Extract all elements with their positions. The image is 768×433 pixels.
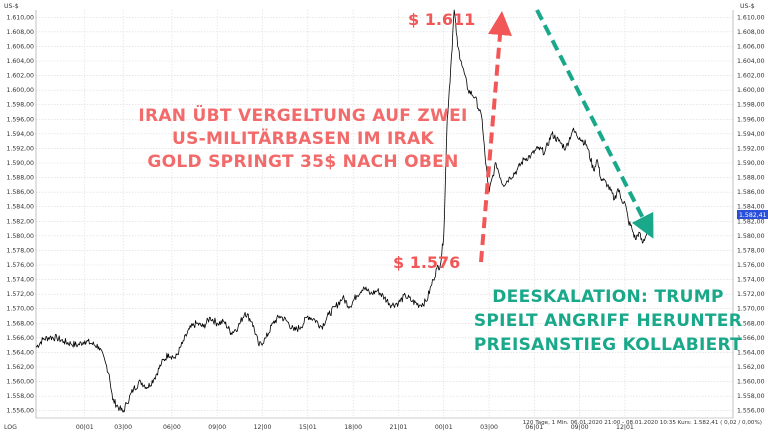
y-tick-label-right: 1.590,00 <box>737 160 765 167</box>
y-tick-label-right: 1.592,00 <box>737 145 765 152</box>
y-tick-label-right: 1.596,00 <box>737 116 765 123</box>
y-axis-left: 1.556,00 1.558,00 1.560,00 1.562,00 1.564,00… <box>6 14 34 414</box>
y-tick-label-left: 1.582,00 <box>6 218 34 225</box>
y-tick-label-right: 1.562,00 <box>737 364 765 371</box>
y-tick-label-left: 1.566,00 <box>6 335 34 342</box>
x-tick-label: 00|01 <box>76 424 94 431</box>
annotation-red-line-3: GOLD SPRINGT 35$ NACH OBEN <box>147 152 458 172</box>
y-tick-label-left: 1.610,00 <box>6 14 34 21</box>
current-price-tag: 1.582,41 <box>737 210 768 219</box>
x-tick-label: 06|00 <box>163 424 181 431</box>
y-tick-label-right: 1.570,00 <box>737 306 765 313</box>
x-tick-label: 18|00 <box>344 424 362 431</box>
y-tick-label-left: 1.602,00 <box>6 73 34 80</box>
y-tick-label-left: 1.598,00 <box>6 102 34 109</box>
x-tick-label: 12|00 <box>254 424 272 431</box>
axis-unit-left: US-$ <box>4 3 19 10</box>
current-price-tag-box <box>737 210 768 219</box>
y-tick-label-right: 1.584,00 <box>737 204 765 211</box>
y-tick-label-right: 1.576,00 <box>737 262 765 269</box>
y-tick-label-left: 1.570,00 <box>6 306 34 313</box>
y-tick-label-left: 1.592,00 <box>6 145 34 152</box>
y-tick-label-left: 1.558,00 <box>6 393 34 400</box>
x-axis: 00|01 03|00 06|00 09|00 12|00 15|01 18|00 21|01… <box>76 424 634 431</box>
y-tick-label-right: 1.566,00 <box>737 335 765 342</box>
y-tick-label-left: 1.600,00 <box>6 87 34 94</box>
y-tick-label-left: 1.588,00 <box>6 175 34 182</box>
y-tick-label-right: 1.564,00 <box>737 349 765 356</box>
annotation-green-line-1: DEESKALATION: TRUMP <box>492 287 723 307</box>
y-tick-label-right: 1.608,00 <box>737 29 765 36</box>
y-tick-label-left: 1.564,00 <box>6 349 34 356</box>
high-price-label: $ 1.611 <box>408 10 475 29</box>
y-tick-label-left: 1.578,00 <box>6 247 34 254</box>
y-tick-label-left: 1.574,00 <box>6 277 34 284</box>
y-tick-label-right: 1.574,00 <box>737 277 765 284</box>
current-price-tag-text: 1.582,41 <box>739 212 767 219</box>
x-tick-label: 09|00 <box>208 424 226 431</box>
y-tick-label-right: 1.582,00 <box>737 218 765 225</box>
y-tick-label-left: 1.606,00 <box>6 43 34 50</box>
vertical-gridlines <box>84 10 626 418</box>
x-tick-label: 03|00 <box>480 424 498 431</box>
annotation-green-line-2: SPIELT ANGRIFF HERUNTER <box>474 311 742 331</box>
y-tick-label-right: 1.560,00 <box>737 379 765 386</box>
annotation-red-line-1: IRAN ÜBT VERGELTUNG AUF ZWEI <box>138 104 467 126</box>
y-tick-label-left: 1.608,00 <box>6 29 34 36</box>
y-tick-label-left: 1.586,00 <box>6 189 34 196</box>
y-tick-label-right: 1.588,00 <box>737 175 765 182</box>
y-tick-label-left: 1.590,00 <box>6 160 34 167</box>
y-tick-label-left: 1.572,00 <box>6 291 34 298</box>
horizontal-gridlines <box>36 16 733 412</box>
rise-arrow <box>479 11 512 263</box>
x-tick-label: 09|00 <box>571 424 589 431</box>
y-tick-label-left: 1.568,00 <box>6 320 34 327</box>
y-tick-label-left: 1.604,00 <box>6 58 34 65</box>
price-series-line <box>35 9 650 413</box>
axis-unit-right: US-$ <box>740 3 755 10</box>
y-tick-label-left: 1.580,00 <box>6 233 34 240</box>
x-tick-label: 12|01 <box>616 424 634 431</box>
y-tick-label-right: 1.586,00 <box>737 189 765 196</box>
annotation-red-line-2: US-MILITÄRBASEN IM IRAK <box>172 127 434 149</box>
y-axis-right: 1.556,00 1.558,00 1.560,00 1.562,00 1.564,00… <box>737 14 765 414</box>
annotation-green-line-3: PREISANSTIEG KOLLABIERT <box>474 335 742 355</box>
x-tick-label: 21|01 <box>390 424 408 431</box>
y-tick-label-right: 1.578,00 <box>737 247 765 254</box>
y-tick-label-right: 1.558,00 <box>737 393 765 400</box>
y-tick-label-right: 1.594,00 <box>737 131 765 138</box>
low-price-label: $ 1.576 <box>393 253 460 272</box>
fall-arrow <box>535 9 654 239</box>
y-tick-label-right: 1.568,00 <box>737 320 765 327</box>
y-tick-label-right: 1.600,00 <box>737 87 765 94</box>
y-tick-label-right: 1.572,00 <box>737 291 765 298</box>
log-scale-label: LOG <box>4 424 17 431</box>
y-tick-label-right: 1.606,00 <box>737 43 765 50</box>
y-tick-label-left: 1.560,00 <box>6 379 34 386</box>
y-tick-label-right: 1.580,00 <box>737 233 765 240</box>
y-tick-label-left: 1.562,00 <box>6 364 34 371</box>
y-tick-label-left: 1.594,00 <box>6 131 34 138</box>
x-tick-label: 06|01 <box>525 424 543 431</box>
x-tick-label: 03|00 <box>114 424 132 431</box>
x-tick-label: 15|01 <box>299 424 317 431</box>
chart-footer-info: 120 Tage, 1 Min. 06.01.2020 21:00 - 08.0… <box>523 420 762 426</box>
y-tick-label-right: 1.602,00 <box>737 73 765 80</box>
y-tick-label-right: 1.610,00 <box>737 14 765 21</box>
y-tick-label-right: 1.556,00 <box>737 408 765 415</box>
y-tick-label-right: 1.598,00 <box>737 102 765 109</box>
y-tick-label-right: 1.604,00 <box>737 58 765 65</box>
y-tick-label-left: 1.584,00 <box>6 204 34 211</box>
x-tick-label: 00|01 <box>435 424 453 431</box>
y-tick-label-left: 1.596,00 <box>6 116 34 123</box>
y-tick-label-left: 1.556,00 <box>6 408 34 415</box>
y-tick-label-left: 1.576,00 <box>6 262 34 269</box>
